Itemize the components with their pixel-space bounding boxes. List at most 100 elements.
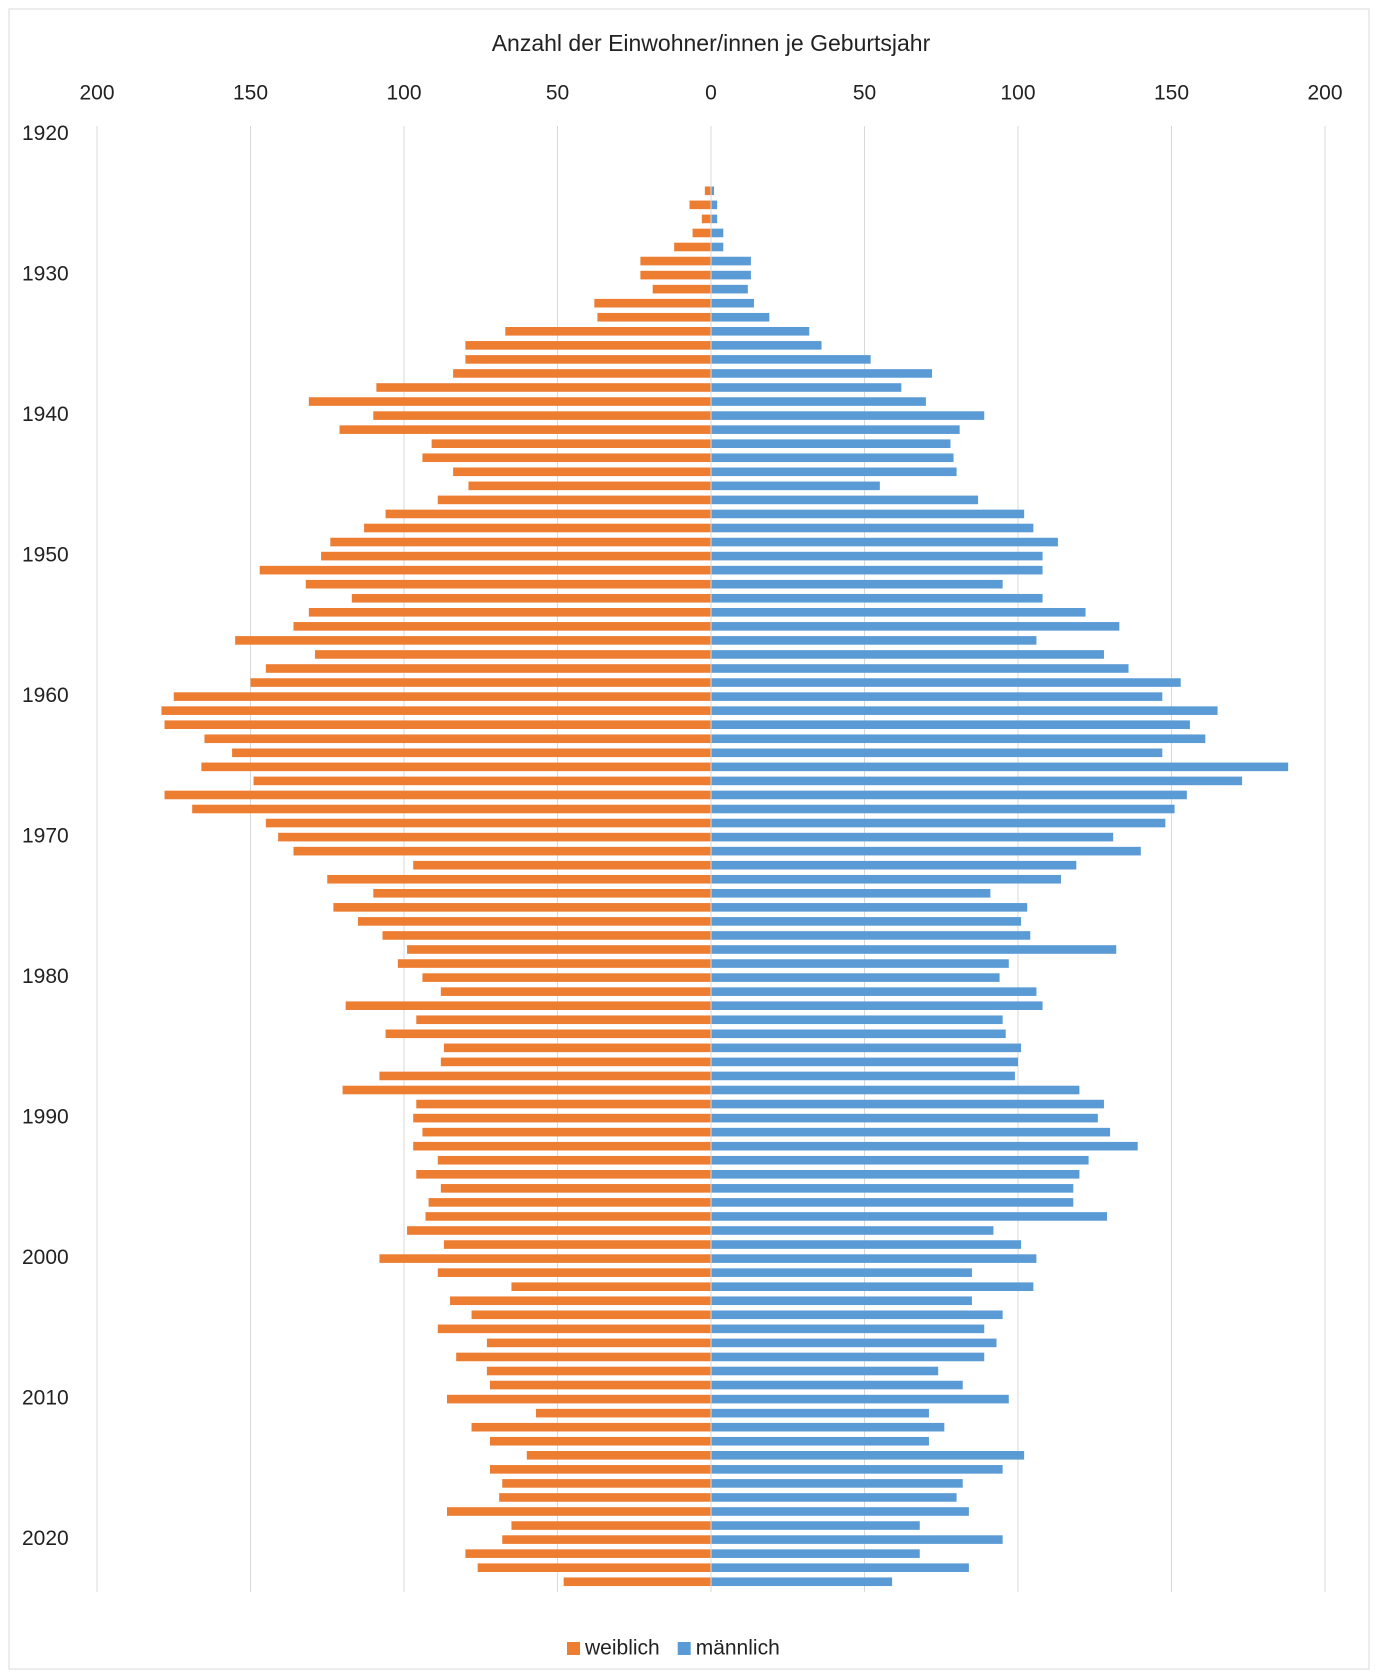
bar: [711, 650, 1104, 659]
bar: [465, 1549, 711, 1558]
bar: [711, 593, 1043, 603]
bar: [407, 945, 711, 954]
y-tick-label: 1930: [22, 263, 69, 286]
bar: [711, 622, 1120, 631]
bar: [453, 369, 711, 378]
legend-label: weiblich: [584, 1637, 660, 1660]
bar: [711, 1071, 1015, 1081]
bar: [711, 776, 1243, 786]
bar: [640, 270, 711, 280]
bar: [711, 734, 1206, 744]
bar: [456, 1352, 711, 1362]
bar: [204, 734, 711, 744]
bar: [505, 327, 711, 336]
bar: [711, 804, 1175, 814]
bar: [440, 1184, 711, 1193]
bar: [711, 1451, 1025, 1460]
bar: [489, 1465, 711, 1474]
bar: [711, 186, 715, 196]
bar: [711, 1099, 1104, 1109]
chart-title: Anzahl der Einwohner/innen je Geburtsjah…: [492, 30, 931, 56]
bar: [711, 1535, 1003, 1544]
bar: [164, 720, 712, 729]
bar: [711, 818, 1166, 828]
bar: [711, 608, 1086, 617]
bar: [711, 467, 957, 477]
bar: [711, 242, 724, 252]
bar: [711, 284, 748, 294]
bar: [250, 678, 711, 687]
bar: [440, 987, 711, 996]
bar: [278, 832, 711, 842]
bar: [711, 1577, 893, 1587]
bar: [711, 706, 1218, 715]
bar: [711, 720, 1190, 729]
bar: [711, 1380, 963, 1390]
y-tick-label: 2010: [22, 1387, 69, 1410]
bar: [711, 790, 1187, 800]
bar: [446, 1507, 711, 1516]
bar: [342, 1085, 711, 1095]
bar: [711, 1465, 1003, 1474]
bar: [465, 355, 711, 364]
bar: [259, 565, 711, 575]
bar: [711, 1282, 1034, 1291]
bar: [701, 214, 711, 224]
bar: [711, 1394, 1009, 1404]
bar: [711, 678, 1181, 687]
bar: [711, 397, 926, 406]
bar: [711, 551, 1043, 561]
bar: [711, 1338, 997, 1348]
bar: [314, 650, 711, 659]
bar: [711, 1127, 1111, 1137]
bar: [711, 509, 1025, 519]
legend-swatch: [567, 1642, 580, 1655]
bar: [293, 622, 711, 631]
y-tick-label: 2020: [22, 1527, 69, 1550]
y-tick-label: 1950: [22, 544, 69, 567]
y-tick-label: 2000: [22, 1246, 69, 1269]
bar: [711, 987, 1037, 996]
bar: [711, 917, 1022, 926]
bar: [422, 973, 711, 982]
bar: [711, 1479, 963, 1488]
bar: [333, 903, 711, 912]
bar: [382, 931, 711, 940]
bar: [711, 228, 724, 238]
x-tick-label: 100: [386, 82, 421, 105]
bar: [711, 903, 1028, 912]
bar: [440, 1057, 711, 1067]
bar: [499, 1493, 711, 1502]
bar: [640, 256, 711, 266]
y-tick-label: 1970: [22, 825, 69, 848]
bar: [453, 467, 711, 477]
bar: [422, 453, 711, 463]
bar: [711, 1436, 929, 1446]
bar: [711, 945, 1117, 954]
bar: [235, 636, 711, 645]
bar: [330, 537, 711, 547]
bar: [711, 874, 1061, 884]
bar: [450, 1296, 711, 1306]
bar: [711, 636, 1037, 645]
bar: [373, 411, 711, 420]
bar: [711, 214, 718, 224]
bar: [711, 931, 1031, 940]
bar: [711, 1563, 969, 1572]
bar: [327, 874, 711, 884]
bar: [711, 1141, 1138, 1151]
bar: [265, 818, 711, 828]
bar: [511, 1282, 711, 1291]
bar: [413, 1141, 711, 1151]
x-tick-label: 100: [1000, 82, 1035, 105]
bar: [486, 1338, 711, 1348]
bar: [711, 1507, 969, 1516]
bar: [597, 312, 711, 322]
bar: [357, 917, 711, 926]
bar: [711, 748, 1163, 758]
bar: [471, 1310, 711, 1320]
y-tick-label: 1980: [22, 965, 69, 988]
bar: [711, 1310, 1003, 1320]
bar: [711, 341, 822, 350]
bar: [711, 1408, 929, 1418]
